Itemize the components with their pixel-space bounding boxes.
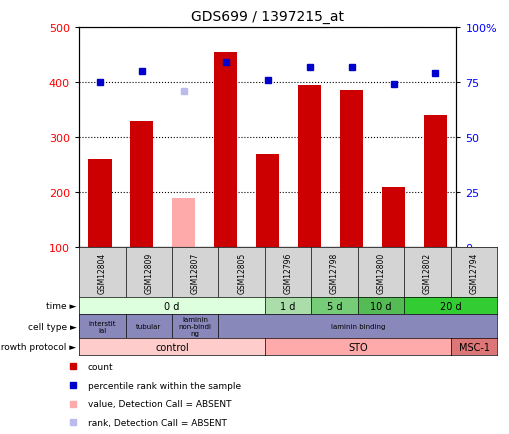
Bar bbox=[423, 116, 446, 247]
Text: rank, Detection Call = ABSENT: rank, Detection Call = ABSENT bbox=[88, 418, 227, 427]
Text: growth protocol ►: growth protocol ► bbox=[0, 342, 76, 351]
Text: GSM12807: GSM12807 bbox=[190, 252, 200, 293]
Bar bbox=[298, 86, 321, 247]
Text: count: count bbox=[88, 362, 114, 371]
Text: control: control bbox=[155, 342, 188, 352]
Text: 1 d: 1 d bbox=[280, 301, 295, 311]
Text: MSC-1: MSC-1 bbox=[458, 342, 489, 352]
Bar bbox=[381, 187, 404, 247]
Text: GSM12794: GSM12794 bbox=[469, 252, 477, 293]
Text: laminin
non-bindi
ng: laminin non-bindi ng bbox=[178, 317, 211, 336]
Text: GSM12796: GSM12796 bbox=[283, 252, 292, 293]
Text: cell type ►: cell type ► bbox=[27, 322, 76, 331]
Bar bbox=[214, 53, 237, 247]
Text: GSM12804: GSM12804 bbox=[98, 252, 106, 293]
Title: GDS699 / 1397215_at: GDS699 / 1397215_at bbox=[191, 10, 344, 24]
Text: 0 d: 0 d bbox=[164, 301, 179, 311]
Bar bbox=[256, 154, 279, 247]
Bar bbox=[89, 160, 111, 247]
Text: 20 d: 20 d bbox=[439, 301, 461, 311]
Text: GSM12809: GSM12809 bbox=[144, 252, 153, 293]
Text: tubular: tubular bbox=[136, 324, 161, 329]
Bar bbox=[130, 122, 153, 247]
Text: 10 d: 10 d bbox=[370, 301, 391, 311]
Text: interstit
ial: interstit ial bbox=[89, 320, 116, 333]
Bar bbox=[172, 198, 195, 247]
Text: GSM12800: GSM12800 bbox=[376, 252, 385, 293]
Text: STO: STO bbox=[347, 342, 367, 352]
Text: laminin binding: laminin binding bbox=[330, 324, 384, 329]
Text: GSM12805: GSM12805 bbox=[237, 252, 246, 293]
Text: value, Detection Call = ABSENT: value, Detection Call = ABSENT bbox=[88, 399, 231, 408]
Text: GSM12798: GSM12798 bbox=[329, 252, 338, 293]
Bar bbox=[340, 91, 362, 247]
Text: GSM12802: GSM12802 bbox=[422, 252, 431, 293]
Text: time ►: time ► bbox=[46, 302, 76, 310]
Text: 5 d: 5 d bbox=[326, 301, 342, 311]
Text: percentile rank within the sample: percentile rank within the sample bbox=[88, 381, 241, 390]
